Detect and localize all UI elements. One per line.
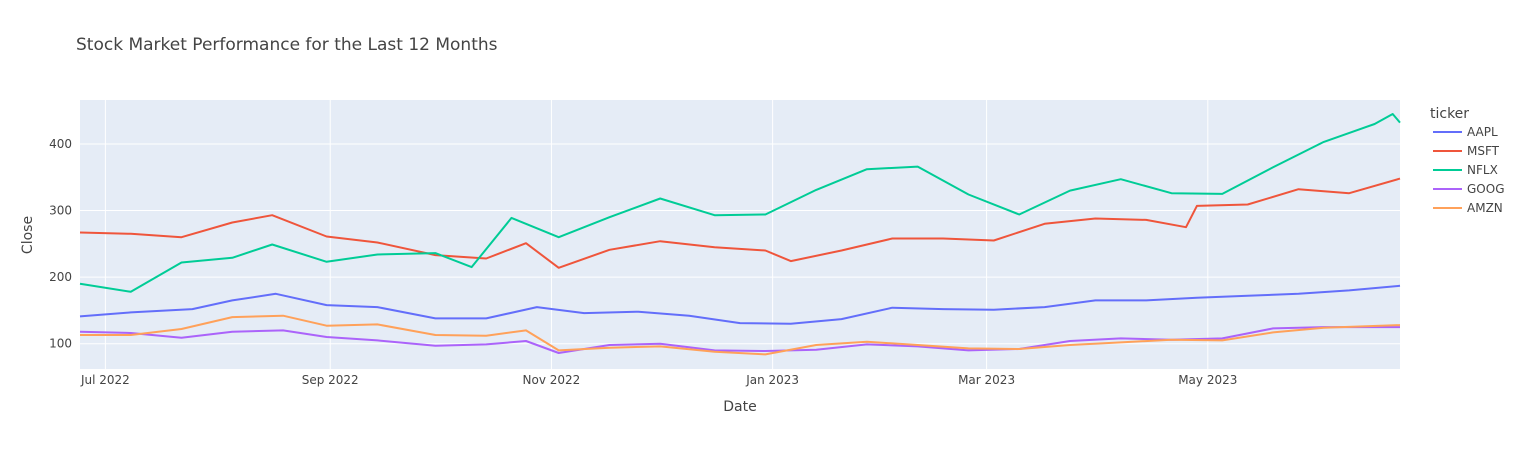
x-axis-title: Date: [723, 399, 756, 415]
y-axis-ticks: 100 200 300 400: [49, 137, 72, 351]
legend-item-nflx[interactable]: NFLX: [1433, 163, 1498, 177]
gridlines: [80, 100, 1400, 369]
legend-label: AMZN: [1467, 201, 1503, 215]
legend-label: MSFT: [1467, 144, 1500, 158]
x-tick-label: Jul 2022: [80, 373, 130, 387]
x-tick-label: Jan 2023: [745, 373, 799, 387]
x-tick-label: May 2023: [1178, 373, 1237, 387]
series-line-msft: [79, 177, 1401, 269]
legend-item-goog[interactable]: GOOG: [1433, 182, 1505, 196]
y-tick-label: 300: [49, 204, 72, 218]
series-line-aapl: [79, 284, 1401, 325]
x-tick-label: Mar 2023: [958, 373, 1015, 387]
legend-label: GOOG: [1467, 182, 1505, 196]
legend-item-aapl[interactable]: AAPL: [1433, 125, 1498, 139]
x-tick-label: Sep 2022: [302, 373, 359, 387]
x-axis-ticks: Jul 2022 Sep 2022 Nov 2022 Jan 2023 Mar 2023…: [80, 373, 1237, 387]
legend[interactable]: AAPL MSFT NFLX GOOG AMZN: [1433, 125, 1505, 215]
y-tick-label: 400: [49, 137, 72, 151]
legend-item-msft[interactable]: MSFT: [1433, 144, 1500, 158]
series-line-nflx: [79, 113, 1401, 293]
plot-area: [80, 100, 1400, 369]
legend-label: NFLX: [1467, 163, 1498, 177]
legend-title: ticker: [1430, 106, 1469, 122]
legend-label: AAPL: [1467, 125, 1498, 139]
series-lines: [79, 113, 1401, 356]
x-tick-label: Nov 2022: [523, 373, 581, 387]
y-tick-label: 200: [49, 270, 72, 284]
chart-title: Stock Market Performance for the Last 12…: [76, 35, 498, 55]
legend-item-amzn[interactable]: AMZN: [1433, 201, 1503, 215]
series-line-goog: [79, 326, 1400, 354]
series-line-amzn: [80, 314, 1401, 356]
y-axis-title: Close: [20, 216, 36, 254]
y-tick-label: 100: [49, 337, 72, 351]
